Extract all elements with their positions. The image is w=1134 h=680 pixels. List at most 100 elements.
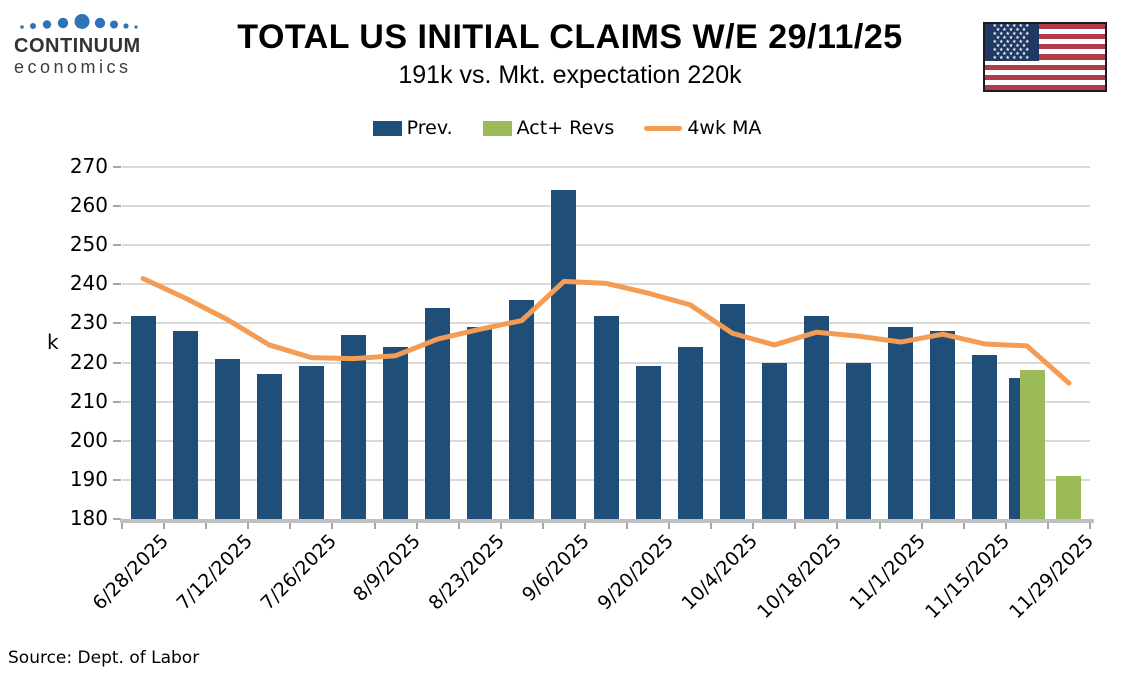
y-axis-tick-label: 210	[69, 388, 108, 413]
chart-legend: Prev. Act+ Revs 4wk MA	[0, 117, 1134, 139]
x-axis-tick	[752, 523, 755, 529]
x-axis-tick	[1046, 523, 1049, 529]
flag-stripe	[985, 59, 1105, 65]
bar-prev	[467, 327, 493, 519]
legend-label: 4wk MA	[687, 117, 762, 139]
x-axis-tick-label: 9/6/2025	[517, 530, 594, 606]
header: TOTAL US INITIAL CLAIMS W/E 29/11/25 191…	[160, 18, 980, 90]
bar-prev	[761, 362, 787, 519]
x-axis-tick	[668, 523, 671, 529]
y-axis-tick	[113, 478, 121, 481]
y-axis-tick	[113, 283, 121, 286]
flag-stripe	[985, 24, 1105, 30]
x-axis-tick	[121, 523, 123, 529]
y-axis-tick-label: 240	[69, 271, 108, 296]
legend-rect-swatch	[482, 120, 512, 136]
bar-prev	[340, 335, 366, 519]
y-gridline	[122, 166, 1090, 168]
y-axis-tick-label: 270	[69, 154, 108, 178]
legend-item-prev: Prev.	[372, 117, 453, 139]
x-axis-tick-label: 7/26/2025	[256, 530, 341, 615]
y-axis-tick	[113, 361, 121, 364]
bar-prev	[298, 366, 324, 519]
bar-prev	[677, 346, 703, 519]
flag-stripe	[985, 84, 1105, 91]
x-axis-tick-label: 10/4/2025	[677, 530, 762, 615]
bar-prev	[383, 346, 409, 519]
x-axis-tick	[373, 523, 376, 529]
x-axis-tick	[163, 523, 166, 529]
y-axis-tick-label: 200	[69, 427, 108, 452]
bar-prev	[551, 190, 577, 519]
flag-star-row: ★★★★★★	[992, 30, 1032, 37]
bar-prev	[256, 374, 282, 519]
x-axis-tick	[415, 523, 418, 529]
x-axis-tick	[878, 523, 881, 529]
x-axis-tick-label: 7/12/2025	[172, 530, 257, 615]
flag-star-row: ★★★★★	[995, 42, 1029, 49]
y-axis-tick	[113, 244, 121, 247]
y-axis-tick-label: 250	[69, 232, 108, 257]
flag-stripes	[985, 24, 1105, 91]
x-axis-tick-label: 9/20/2025	[593, 530, 678, 615]
y-axis-tick	[113, 439, 121, 442]
y-axis-tick	[113, 400, 121, 403]
x-axis-tick-label: 11/29/2025	[1005, 530, 1099, 623]
legend-label: Act+ Revs	[516, 117, 615, 139]
bar-prev	[930, 331, 956, 519]
logo-text-continuum: CONTINUUM	[14, 35, 141, 57]
bar-prev	[214, 358, 240, 519]
y-axis-tick	[113, 205, 121, 208]
y-gridline	[122, 205, 1090, 208]
x-axis-tick	[962, 523, 965, 529]
source-note: Source: Dept. of Labor	[8, 648, 200, 668]
flag-stripe	[985, 69, 1105, 75]
y-axis-tick	[113, 518, 121, 520]
y-axis-tick-label: 230	[69, 310, 108, 335]
y-axis-tick-label: 260	[69, 193, 108, 218]
x-axis-line	[120, 519, 1094, 523]
y-gridline	[122, 283, 1090, 286]
flag-star-row: ★★★★★★	[992, 54, 1032, 61]
y-axis-tick-label: 190	[69, 466, 108, 491]
y-axis-tick	[113, 322, 121, 325]
x-axis-tick	[289, 523, 292, 529]
x-axis-tick-label: 10/18/2025	[752, 530, 846, 623]
legend-rect-swatch	[372, 120, 402, 136]
x-axis-tick-label: 6/28/2025	[88, 530, 173, 615]
x-axis-tick	[794, 523, 797, 529]
bar-prev	[972, 354, 998, 519]
x-axis-tick	[541, 523, 544, 529]
y-gridline	[122, 244, 1090, 247]
flag-stripe	[985, 79, 1105, 85]
flag-star-row: ★★★★★	[995, 34, 1029, 41]
x-axis-tick	[331, 523, 334, 529]
flag-stripe	[985, 64, 1105, 70]
bar-prev	[846, 362, 872, 519]
flag-canton: ★★★★★★ ★★★★★ ★★★★★★ ★★★★★ ★★★★★★ ★★★★★ ★★★★★★ ★…	[985, 24, 1039, 61]
legend-item-4wk-ma: 4wk MA	[644, 117, 761, 139]
bar-prev	[425, 307, 451, 519]
legend-line-swatch	[644, 125, 683, 131]
x-axis-tick	[583, 523, 586, 529]
page-title: TOTAL US INITIAL CLAIMS W/E 29/11/25	[237, 18, 903, 56]
flag-star-row: ★★★★★	[995, 50, 1029, 57]
page-subtitle: 191k vs. Mkt. expectation 220k	[398, 61, 742, 89]
flag-stripe	[985, 54, 1105, 60]
flag-stripe	[985, 29, 1105, 35]
bar-prev	[509, 299, 535, 519]
x-axis-tick	[626, 523, 629, 529]
x-axis-tick	[1089, 523, 1091, 529]
bar-prev	[172, 331, 198, 519]
x-axis-tick	[457, 523, 460, 529]
y-axis-tick-label: 180	[69, 506, 108, 530]
flag-stripe	[985, 44, 1105, 50]
flag-star-row: ★★★★★★	[992, 24, 1032, 29]
y-axis-tick-label: 220	[69, 349, 108, 374]
bar-prev	[888, 327, 914, 519]
logo-text-economics: economics	[14, 57, 132, 77]
flag-star-row: ★★★★★★	[992, 38, 1032, 45]
flag-star-row: ★★★★★	[995, 26, 1029, 33]
x-axis-tick	[247, 523, 250, 529]
